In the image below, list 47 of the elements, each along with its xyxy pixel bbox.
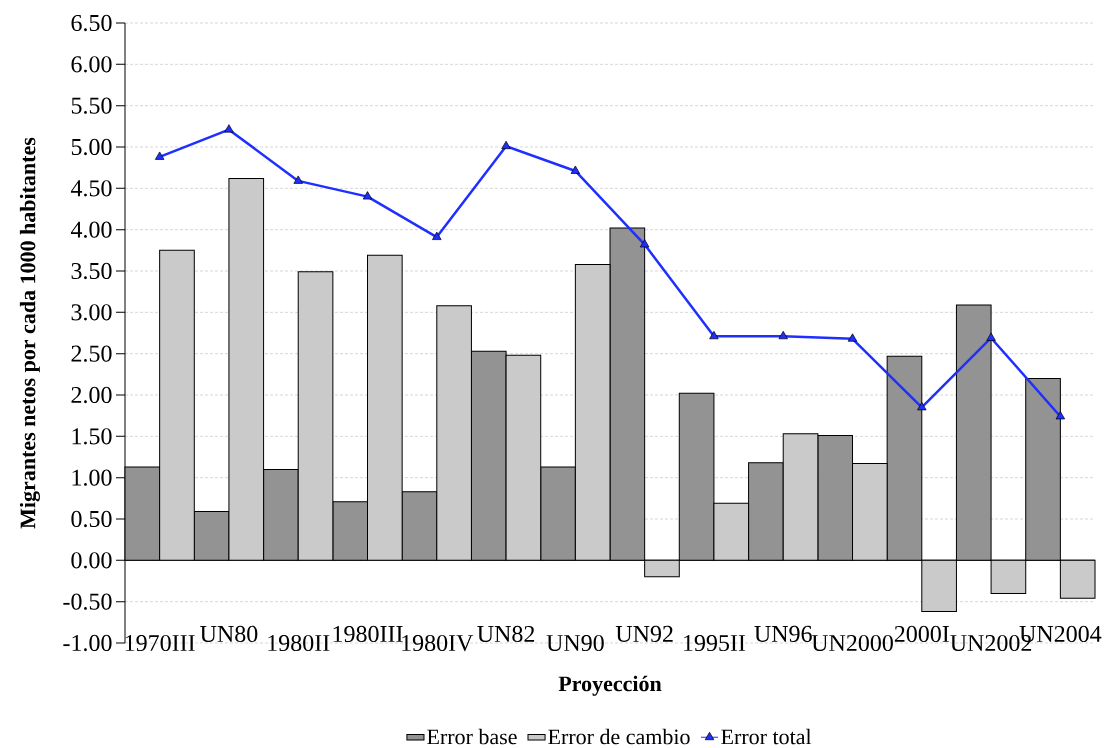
y-tick-label: 4.00 (70, 221, 112, 238)
y-tick-label: 1.50 (72, 428, 112, 445)
y-tick-label: 5.50 (71, 97, 112, 114)
point (847, 333, 858, 342)
legend-label: Error de cambio (548, 728, 690, 745)
x-tick-label: UN92 (615, 625, 673, 642)
point (501, 140, 511, 150)
x-tick-label: UN90 (546, 634, 604, 652)
y-tick-label: 3.00 (71, 304, 112, 321)
point (639, 239, 650, 248)
point (293, 175, 303, 184)
y-tick-label: 0.00 (71, 552, 112, 569)
point (778, 330, 788, 340)
y-tick-label: 1.00 (72, 469, 112, 486)
y-tick-label: 2.00 (71, 386, 112, 404)
y-tick-label: 2.50 (71, 345, 112, 362)
y-tick-label: 5.00 (71, 138, 112, 156)
x-tick-label: UN82 (477, 625, 535, 643)
x-tick-label: 1980III (333, 625, 403, 643)
x-axis-title: Proyección (558, 675, 662, 696)
y-tick-label: -1.00 (63, 634, 112, 652)
y-tick-label: 6.50 (71, 14, 112, 32)
point (1055, 411, 1066, 420)
y-tick-label: 3.50 (71, 262, 112, 280)
legend-label: Error base (427, 728, 517, 745)
y-tick-label: 4.50 (70, 180, 112, 197)
y-tick-label: 0.50 (71, 510, 112, 528)
x-tick-label: 1980II (268, 634, 330, 652)
x-tick-label: UN80 (200, 625, 258, 643)
x-tick-label: 2000I (894, 625, 949, 643)
point (570, 165, 581, 174)
legend-label: Error total (721, 728, 812, 745)
x-tick-label: UN2000 (811, 634, 893, 652)
point (224, 124, 234, 133)
y-tick-label: 6.00 (71, 56, 112, 73)
x-tick-label: 1980IV (402, 634, 474, 652)
point (432, 231, 442, 240)
point (917, 402, 927, 411)
point (362, 191, 373, 200)
x-tick-label: 1995II (684, 634, 746, 652)
y-tick-label: -0.50 (63, 593, 112, 610)
y-axis-title: Migrantes netos por cada 1000 habitantes (19, 137, 40, 529)
x-tick-label: UN96 (754, 625, 812, 642)
point (709, 330, 719, 340)
point (154, 151, 165, 160)
x-tick-label: 1970III (125, 634, 195, 652)
point (986, 332, 996, 341)
